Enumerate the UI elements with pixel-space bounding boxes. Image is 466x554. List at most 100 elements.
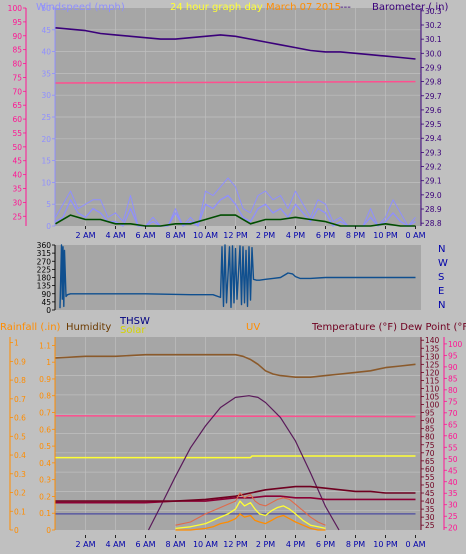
windspeed-axis-tick-label: 50	[41, 4, 51, 13]
barometer-axis-tick-label: 29.4	[425, 134, 442, 143]
windspeed-axis-title: Windspeed (mph)	[36, 2, 125, 13]
humidity-axis-title: Humidity	[66, 322, 111, 333]
humidity-line	[55, 353, 416, 379]
temperature-axis-tick-label: 80	[425, 433, 435, 442]
rainfall-axis-tick-label: 0.3	[14, 470, 26, 479]
compass-label: S	[438, 272, 444, 283]
direction-axis-tick-label: 90	[41, 290, 51, 299]
outer-pink-axis-tick-label: 30	[12, 198, 22, 207]
solar-line	[175, 500, 326, 530]
barometer-axis-tick-label: 29.9	[425, 63, 442, 72]
outer-pink-axis-bottom-tick-label: 35	[448, 489, 458, 498]
graph-title: 24 hour graph day	[170, 2, 263, 13]
windspeed-axis-tick-label: 20	[41, 135, 51, 144]
outer-pink-axis-bottom-tick-label: 85	[448, 374, 458, 383]
uv-axis-tick-label: 0.7	[39, 409, 51, 418]
temperature-axis-tick-label: 140	[425, 336, 440, 345]
x-tick-label: 10 AM	[193, 231, 218, 240]
temperature-axis-tick-label: 50	[425, 481, 435, 490]
direction-axis-tick-label: 360	[37, 241, 52, 250]
windspeed-axis-tick-label: 5	[46, 200, 51, 209]
barometer-axis-tick-label: 29.3	[425, 148, 442, 157]
outer-pink-axis: 25 30 35 40 45 50 55 60 65 70 75 80 85 90 95 100	[8, 4, 27, 226]
outer-pink-axis-bottom-tick-label: 75	[448, 397, 458, 406]
rainfall-axis-tick-label: 0.5	[14, 432, 26, 441]
uv-axis-tick-label: 0	[46, 526, 51, 535]
temperature-axis-tick-label: 70	[425, 449, 435, 458]
windspeed-axis-tick-label: 15	[41, 157, 51, 166]
uv-axis-tick-label: 0.2	[39, 492, 51, 501]
temperature-axis-tick-label: 55	[425, 473, 435, 482]
temperature-axis-tick-label: 135	[425, 344, 440, 353]
outer-pink-axis-tick-label: 70	[12, 87, 22, 96]
uv-axis-tick-label: 0.1	[39, 509, 51, 518]
barometer-axis-tick-label: 30.1	[425, 35, 442, 44]
windspeed-axis-tick-label: 0	[46, 222, 51, 231]
x-tick-label: 4 AM	[105, 540, 125, 549]
barometer-axis-tick-label: 29.2	[425, 163, 442, 172]
wind-panel-time-axis: 2 AM 4 AM 6 AM 8 AM 10 AM 12 PM 2 PM 4 PM 6 PM 8 …	[75, 226, 426, 240]
outer-pink-axis-tick-label: 95	[12, 18, 22, 27]
x-tick-label: 2 PM	[256, 231, 275, 240]
temperature-axis-tick-label: 75	[425, 441, 435, 450]
windspeed-axis-tick-label: 10	[41, 178, 51, 187]
direction-axis-tick-label: 270	[37, 257, 52, 266]
graph-date-separator: ---	[340, 2, 351, 13]
windspeed-axis-tick-label: 40	[41, 48, 51, 57]
barometer-axis-tick-label: 29.8	[425, 78, 442, 87]
temperature-axis-tick-label: 115	[425, 376, 440, 385]
x-tick-label: 8 PM	[346, 231, 365, 240]
compass-label: W	[438, 258, 448, 269]
barometer-axis-tick-label: 28.9	[425, 205, 442, 214]
barometer-axis-title: Barometer (.in)	[372, 2, 448, 13]
x-tick-label: 8 PM	[346, 540, 365, 549]
outer-pink-axis-bottom-tick-label: 25	[448, 512, 458, 521]
direction-axis-tick-label: 315	[37, 249, 52, 258]
thsw-label: THSW	[119, 316, 150, 327]
outer-pink-axis-bottom-tick-label: 60	[448, 432, 458, 441]
outer-pink-axis-bottom-tick-label: 55	[448, 443, 458, 452]
x-tick-label: 8 AM	[165, 540, 185, 549]
x-tick-label: 4 PM	[286, 231, 305, 240]
outer-pink-axis-bottom-tick-label: 20	[448, 524, 458, 533]
pink-reference-line	[55, 80, 416, 84]
yellow-reference-line	[55, 455, 416, 459]
temperature-line	[55, 485, 416, 502]
barometer-axis-tick-label: 30.3	[425, 7, 442, 16]
x-tick-label: 10 AM	[193, 540, 218, 549]
temperature-axis: 2530354045505560657075808590951001051101…	[420, 336, 440, 530]
rainfall-axis-tick-label: 0.2	[14, 489, 26, 498]
temperature-axis-tick-label: 40	[425, 497, 435, 506]
x-tick-label: 10 PM	[373, 231, 398, 240]
direction-panel-series	[59, 244, 416, 309]
outer-pink-axis-bottom-tick-label: 70	[448, 409, 458, 418]
temperature-axis-tick-label: 65	[425, 457, 435, 466]
uv-axis-tick-label: 0.3	[39, 476, 51, 485]
rainfall-line	[175, 513, 326, 531]
x-tick-label: 6 PM	[316, 540, 335, 549]
barometer-axis-tick-label: 28.8	[425, 219, 442, 228]
uv-axis-tick-label: 0.9	[39, 375, 51, 384]
outer-pink-axis-bottom-tick-label: 95	[448, 351, 458, 360]
x-tick-label: 0 AM	[405, 540, 425, 549]
uv-axis-tick-label: 1	[46, 358, 51, 367]
uv-axis-tick-label: 0.5	[39, 442, 51, 451]
windspeed-axis: 0 5 10 15 20 25 30 35 40 45 50	[41, 4, 56, 231]
windspeed-axis-tick-label: 45	[41, 26, 51, 35]
uv-axis: 0 0.1 0.2 0.3 0.4 0.5 0.6 0.7 0.8 0.9 1 1.1	[39, 337, 56, 535]
x-tick-label: 6 AM	[135, 540, 155, 549]
outer-pink-axis-tick-label: 100	[8, 4, 23, 13]
barometer-axis-tick-label: 29.6	[425, 106, 442, 115]
temperature-axis-tick-label: 105	[425, 393, 440, 402]
x-tick-label: 6 PM	[316, 231, 335, 240]
outer-pink-axis-tick-label: 40	[12, 171, 22, 180]
x-tick-label: 4 PM	[286, 540, 305, 549]
uv-axis-title: UV	[246, 322, 260, 333]
outer-pink-axis-tick-label: 55	[12, 129, 22, 138]
wind-panel-grid	[55, 8, 421, 226]
rainfall-axis-tick-label: 0	[14, 526, 19, 535]
barometer-axis-tick-label: 30.2	[425, 21, 442, 30]
